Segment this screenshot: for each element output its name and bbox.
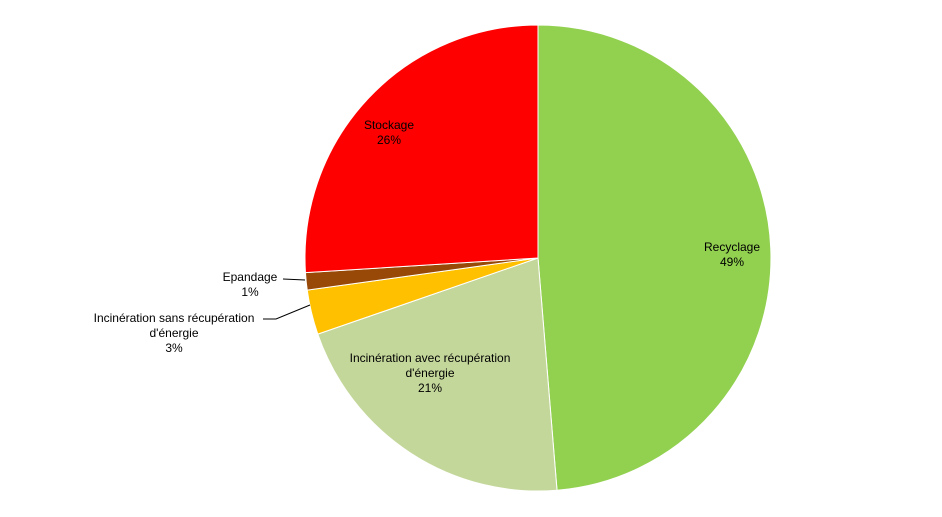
- slice-percent-label: 26%: [377, 133, 401, 147]
- slice-percent-label: 49%: [720, 255, 744, 269]
- slice-category-label: d'énergie: [150, 326, 199, 340]
- slice-category-label: d'énergie: [406, 366, 455, 380]
- slice-category-label: Incinération sans récupération: [94, 311, 255, 325]
- slice-category-label: Incinération avec récupération: [350, 351, 511, 365]
- slice-percent-label: 1%: [241, 285, 259, 299]
- leader-line: [282, 278, 306, 281]
- slice-category-label: Stockage: [364, 118, 414, 132]
- pie-slice-incin-ration-avec-r-cup-ration-avec: [317, 257, 558, 492]
- slice-percent-label: 21%: [418, 381, 442, 395]
- slice-percent-label: 3%: [165, 341, 183, 355]
- slice-category-label: Epandage: [223, 270, 278, 284]
- leader-line: [263, 304, 311, 320]
- pie-slice-recyclage: [537, 24, 772, 491]
- pie-slice-stockage: [304, 24, 539, 274]
- slice-category-label: Recyclage: [704, 240, 760, 254]
